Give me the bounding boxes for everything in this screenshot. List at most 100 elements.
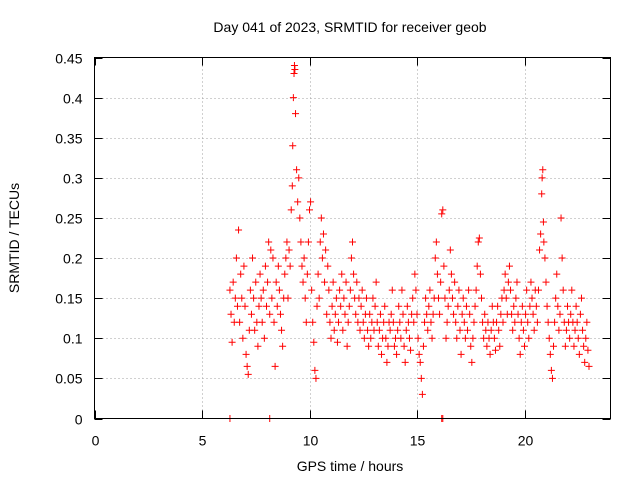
data-point [467,342,475,350]
data-point [466,310,474,318]
x-tick-label: 10 [303,433,319,449]
data-point [518,302,526,310]
data-point [323,310,331,318]
data-point [501,270,509,278]
data-point [415,350,423,358]
data-point [252,278,260,286]
data-point [390,342,398,350]
data-point [499,318,507,326]
data-point [456,326,464,334]
data-point [426,286,434,294]
data-point [409,294,417,302]
data-point [388,286,396,294]
y-tick-label: 0 [75,412,83,428]
data-point [554,302,562,310]
data-point [291,66,299,74]
data-point [423,310,431,318]
data-point [352,310,360,318]
data-point [458,310,466,318]
y-tick-label: 0.4 [63,91,83,107]
data-point [533,318,541,326]
data-point [443,318,451,326]
data-point [401,358,409,366]
data-point [267,246,275,254]
data-point [475,234,483,242]
data-point [237,270,245,278]
data-point [486,350,494,358]
data-point [418,390,426,398]
data-point [374,342,382,350]
data-point [346,286,354,294]
data-point [284,294,292,302]
data-point [317,214,325,222]
data-point [341,310,349,318]
data-point [240,262,248,270]
data-point [350,270,358,278]
data-point [255,302,263,310]
data-point [347,254,355,262]
data-point [310,338,318,346]
data-point [542,278,550,286]
data-point [582,334,590,342]
data-point [263,302,270,310]
data-point [552,294,560,302]
data-point [227,310,235,318]
data-point [424,326,432,334]
data-point [271,362,279,370]
data-point [294,198,302,206]
data-point [243,362,251,370]
data-point [441,294,449,302]
data-point [307,198,315,206]
data-point [259,286,267,294]
data-point [575,350,583,358]
data-point [287,206,295,214]
x-tick-label: 0 [92,433,100,449]
data-point [244,370,252,378]
y-tick-label: 0.45 [55,51,82,67]
data-point [519,326,527,334]
data-point [229,278,237,286]
data-point [446,246,454,254]
data-point [339,326,347,334]
data-point [461,334,469,342]
data-point [555,326,563,334]
data-point [419,342,427,350]
y-tick-label: 0.35 [55,131,82,147]
data-point [264,278,272,286]
data-point [343,342,351,350]
data-point [541,254,549,262]
data-point [376,310,384,318]
data-point [306,206,313,214]
data-point [289,142,297,150]
data-point [526,302,534,310]
data-point [494,302,502,310]
data-point [576,310,584,318]
x-axis-label: GPS time / hours [297,458,404,474]
data-point [580,342,588,350]
data-point [435,294,442,302]
data-point [335,318,343,326]
axis-ticks: 0 0.05 0.1 0.15 0.2 0.25 0.3 0.35 0.4 0.45 0 5 10 15 2… [55,51,611,449]
data-point [298,262,306,270]
y-tick-label: 0.05 [55,371,82,387]
data-point [497,310,505,318]
data-point [295,174,303,182]
data-point [384,342,392,350]
data-point [550,342,558,350]
data-point [496,342,504,350]
data-point [538,190,546,198]
data-point [505,262,513,270]
data-point [574,334,582,342]
data-point [340,294,348,302]
data-point [397,334,405,342]
data-point [254,342,262,350]
data-point [459,294,467,302]
data-point [439,206,447,214]
data-point [261,262,269,270]
data-point [447,270,455,278]
data-point [276,310,284,318]
data-point [547,366,555,374]
data-point [328,302,336,310]
data-point [314,270,322,278]
data-point [275,286,283,294]
